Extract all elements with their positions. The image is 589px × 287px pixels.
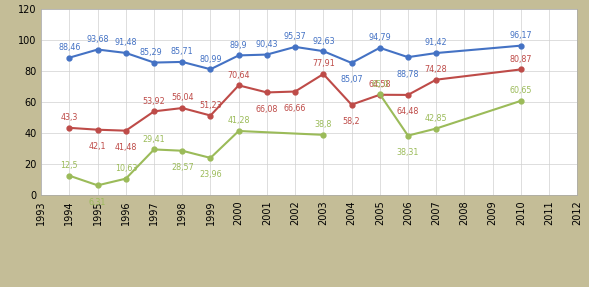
% Priorización de carreras 1a. Prioridad: [376, 46, 383, 50]
% Priorización de carreras 2a. Prioridad: [235, 84, 242, 87]
Text: 85,29: 85,29: [140, 48, 163, 57]
% Priorización de carreras 2a. Prioridad: [207, 114, 214, 117]
Text: 66,66: 66,66: [284, 104, 306, 113]
Text: 51,23: 51,23: [199, 101, 222, 110]
Text: 95,37: 95,37: [284, 32, 306, 41]
% Priorización de carreras 1a. Prioridad: [433, 51, 440, 55]
% Priorización de carreras 2a. Prioridad: [178, 106, 186, 110]
% Priorización de carreras 2a. Prioridad: [151, 110, 158, 113]
Text: 77,91: 77,91: [312, 59, 335, 69]
Text: 43,3: 43,3: [61, 113, 78, 122]
Text: 42,85: 42,85: [425, 114, 448, 123]
Text: 93,68: 93,68: [87, 35, 109, 44]
Text: 60,65: 60,65: [509, 86, 532, 95]
Text: 66,08: 66,08: [256, 105, 278, 114]
Text: 28,57: 28,57: [171, 163, 194, 172]
% Priorización de carreras 1a. Prioridad: [207, 67, 214, 71]
% Priorización de carreras 1a. Prioridad: [66, 56, 73, 59]
Text: 12,5: 12,5: [61, 161, 78, 170]
Text: 29,41: 29,41: [143, 135, 166, 144]
% Priorización de carreras 1a. Prioridad: [320, 49, 327, 53]
% Priorización de carreras 2a. Prioridad: [320, 72, 327, 76]
% Priorización de carreras 2a. Prioridad: [292, 90, 299, 93]
% Priorización de carreras 1a. Prioridad: [263, 53, 270, 56]
Text: 41,48: 41,48: [115, 143, 137, 152]
% Priorización de carreras 1a. Prioridad: [151, 61, 158, 64]
Text: 65,0: 65,0: [371, 79, 389, 89]
Text: 23,96: 23,96: [199, 170, 222, 179]
Text: 88,78: 88,78: [397, 70, 419, 79]
Text: 56,04: 56,04: [171, 94, 194, 102]
% Priorización de carreras 1a. Prioridad: [178, 60, 186, 64]
Text: 38,8: 38,8: [315, 120, 332, 129]
Text: 6,31: 6,31: [89, 198, 107, 207]
% Priorización de carreras 2a. Prioridad: [405, 93, 412, 97]
% Priorización de carreras 1a. Prioridad: [405, 55, 412, 59]
Text: 92,63: 92,63: [312, 37, 335, 46]
Text: 85,07: 85,07: [340, 75, 363, 84]
Text: 91,42: 91,42: [425, 38, 448, 47]
Text: 91,48: 91,48: [115, 38, 137, 47]
% Priorización de carreras 2a. Prioridad: [123, 129, 130, 132]
% Priorización de carreras 2a. Prioridad: [94, 128, 101, 131]
% Priorización de carreras 2a. Prioridad: [376, 93, 383, 96]
Text: 96,17: 96,17: [509, 31, 532, 40]
% Priorización de carreras 2a. Prioridad: [517, 68, 524, 71]
Text: 74,28: 74,28: [425, 65, 448, 74]
% Priorización de carreras 1a. Prioridad: [235, 54, 242, 57]
Text: 80,87: 80,87: [509, 55, 532, 64]
Text: 94,79: 94,79: [368, 33, 391, 42]
Text: 64,48: 64,48: [397, 107, 419, 117]
% Priorización de carreras 1a. Prioridad: [94, 48, 101, 51]
Text: 58,2: 58,2: [343, 117, 360, 126]
Text: 41,28: 41,28: [227, 117, 250, 125]
Text: 85,71: 85,71: [171, 47, 194, 56]
% Priorización de carreras 2a. Prioridad: [433, 78, 440, 82]
Line: % Priorización de carreras 1a. Prioridad: % Priorización de carreras 1a. Prioridad: [67, 43, 523, 72]
Line: % Priorización de carreras 2a. Prioridad: % Priorización de carreras 2a. Prioridad: [67, 67, 523, 133]
% Priorización de carreras 1a. Prioridad: [292, 45, 299, 49]
% Priorización de carreras 2a. Prioridad: [348, 103, 355, 106]
Text: 53,92: 53,92: [143, 97, 166, 106]
Text: 88,46: 88,46: [58, 43, 81, 52]
Text: 38,31: 38,31: [397, 148, 419, 157]
% Priorización de carreras 1a. Prioridad: [348, 61, 355, 65]
Text: 10,63: 10,63: [115, 164, 137, 173]
Text: 42,1: 42,1: [89, 142, 107, 151]
% Priorización de carreras 2a. Prioridad: [66, 126, 73, 129]
Text: 64,58: 64,58: [369, 80, 391, 89]
Text: 80,99: 80,99: [199, 55, 222, 64]
% Priorización de carreras 1a. Prioridad: [517, 44, 524, 47]
% Priorización de carreras 2a. Prioridad: [263, 91, 270, 94]
Text: 70,64: 70,64: [227, 71, 250, 80]
Text: 89,9: 89,9: [230, 41, 247, 50]
% Priorización de carreras 1a. Prioridad: [123, 51, 130, 55]
Text: 90,43: 90,43: [256, 40, 278, 49]
